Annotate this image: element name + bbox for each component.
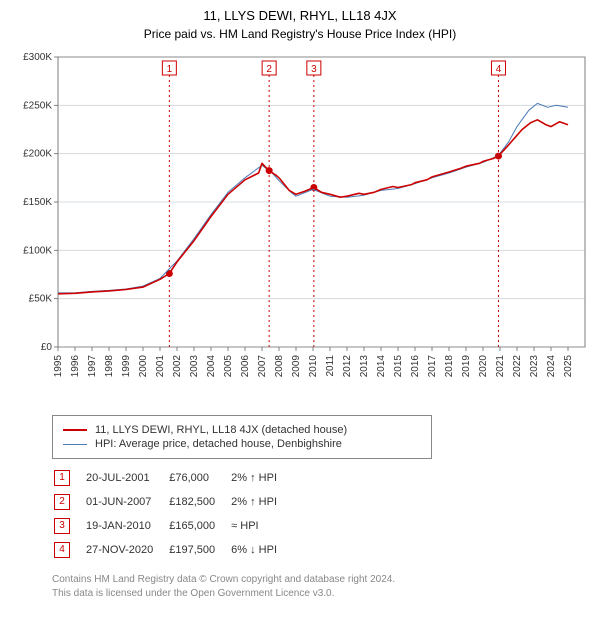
event-marker: 3 bbox=[54, 518, 70, 534]
chart-container: 11, LLYS DEWI, RHYL, LL18 4JX Price paid… bbox=[0, 0, 600, 610]
svg-text:1995: 1995 bbox=[53, 355, 64, 378]
svg-text:£100K: £100K bbox=[23, 245, 52, 256]
event-delta: 2% ↑ HPI bbox=[231, 467, 291, 489]
svg-text:2016: 2016 bbox=[410, 355, 421, 378]
event-date: 19-JAN-2010 bbox=[86, 515, 167, 537]
legend-swatch bbox=[63, 429, 87, 431]
svg-text:£200K: £200K bbox=[23, 149, 52, 160]
footer-line: This data is licensed under the Open Gov… bbox=[52, 587, 572, 601]
svg-text:2011: 2011 bbox=[325, 355, 336, 377]
svg-text:2: 2 bbox=[266, 64, 272, 75]
svg-text:2000: 2000 bbox=[138, 355, 149, 378]
svg-text:2005: 2005 bbox=[223, 355, 234, 378]
event-delta: ≈ HPI bbox=[231, 515, 291, 537]
svg-text:2006: 2006 bbox=[240, 355, 251, 378]
footer-attribution: Contains HM Land Registry data © Crown c… bbox=[52, 573, 572, 600]
event-delta: 6% ↓ HPI bbox=[231, 539, 291, 561]
svg-text:2015: 2015 bbox=[393, 355, 404, 378]
svg-text:3: 3 bbox=[311, 64, 317, 75]
svg-text:2004: 2004 bbox=[206, 355, 217, 378]
svg-text:2021: 2021 bbox=[495, 355, 506, 378]
event-price: £165,000 bbox=[169, 515, 229, 537]
legend-item: HPI: Average price, detached house, Denb… bbox=[63, 438, 421, 450]
svg-text:2019: 2019 bbox=[461, 355, 472, 378]
svg-text:2001: 2001 bbox=[155, 355, 166, 378]
svg-text:1999: 1999 bbox=[121, 355, 132, 378]
svg-text:1997: 1997 bbox=[87, 355, 98, 378]
svg-text:2010: 2010 bbox=[308, 355, 319, 378]
svg-text:2023: 2023 bbox=[529, 355, 540, 378]
svg-text:2024: 2024 bbox=[546, 355, 557, 378]
event-date: 20-JUL-2001 bbox=[86, 467, 167, 489]
legend-swatch bbox=[63, 444, 87, 445]
event-delta: 2% ↑ HPI bbox=[231, 491, 291, 513]
svg-text:2003: 2003 bbox=[189, 355, 200, 378]
event-marker: 4 bbox=[54, 542, 70, 558]
svg-text:2013: 2013 bbox=[359, 355, 370, 378]
event-marker: 1 bbox=[54, 470, 70, 486]
event-price: £182,500 bbox=[169, 491, 229, 513]
svg-text:2018: 2018 bbox=[444, 355, 455, 378]
event-marker: 2 bbox=[54, 494, 70, 510]
svg-text:2014: 2014 bbox=[376, 355, 387, 378]
svg-text:2002: 2002 bbox=[172, 355, 183, 378]
svg-text:2022: 2022 bbox=[512, 355, 523, 378]
svg-text:2008: 2008 bbox=[274, 355, 285, 378]
svg-text:4: 4 bbox=[496, 64, 502, 75]
svg-text:2025: 2025 bbox=[563, 355, 574, 378]
svg-text:2009: 2009 bbox=[291, 355, 302, 378]
svg-text:2012: 2012 bbox=[342, 355, 353, 378]
svg-text:1996: 1996 bbox=[70, 355, 81, 378]
svg-text:2007: 2007 bbox=[257, 355, 268, 378]
legend: 11, LLYS DEWI, RHYL, LL18 4JX (detached … bbox=[52, 415, 432, 459]
svg-text:1998: 1998 bbox=[104, 355, 115, 378]
svg-text:£0: £0 bbox=[41, 342, 53, 353]
footer-line: Contains HM Land Registry data © Crown c… bbox=[52, 573, 572, 587]
chart-area: £0 £50K £100K £150K £200K £250K £300K 1995 1996 1… bbox=[10, 47, 590, 407]
event-date: 27-NOV-2020 bbox=[86, 539, 167, 561]
legend-label: HPI: Average price, detached house, Denb… bbox=[95, 438, 342, 450]
event-row: 1 20-JUL-2001£76,0002% ↑ HPI bbox=[54, 467, 291, 489]
title-main: 11, LLYS DEWI, RHYL, LL18 4JX bbox=[10, 8, 590, 23]
price-chart: £0 £50K £100K £150K £200K £250K £300K 1995 1996 1… bbox=[10, 47, 590, 407]
event-date: 01-JUN-2007 bbox=[86, 491, 167, 513]
event-price: £197,500 bbox=[169, 539, 229, 561]
event-row: 4 27-NOV-2020£197,5006% ↓ HPI bbox=[54, 539, 291, 561]
legend-item: 11, LLYS DEWI, RHYL, LL18 4JX (detached … bbox=[63, 424, 421, 436]
title-sub: Price paid vs. HM Land Registry's House … bbox=[10, 27, 590, 41]
legend-label: 11, LLYS DEWI, RHYL, LL18 4JX (detached … bbox=[95, 424, 347, 436]
svg-text:£150K: £150K bbox=[23, 197, 52, 208]
svg-text:2017: 2017 bbox=[427, 355, 438, 378]
svg-text:2020: 2020 bbox=[478, 355, 489, 378]
svg-text:£50K: £50K bbox=[29, 294, 53, 305]
events-table: 120-JUL-2001£76,0002% ↑ HPI201-JUN-2007£… bbox=[52, 465, 293, 563]
event-price: £76,000 bbox=[169, 467, 229, 489]
svg-text:£250K: £250K bbox=[23, 100, 52, 111]
event-row: 3 19-JAN-2010£165,000≈ HPI bbox=[54, 515, 291, 537]
event-row: 2 01-JUN-2007£182,5002% ↑ HPI bbox=[54, 491, 291, 513]
svg-text:£300K: £300K bbox=[23, 52, 52, 63]
svg-text:1: 1 bbox=[167, 64, 173, 75]
